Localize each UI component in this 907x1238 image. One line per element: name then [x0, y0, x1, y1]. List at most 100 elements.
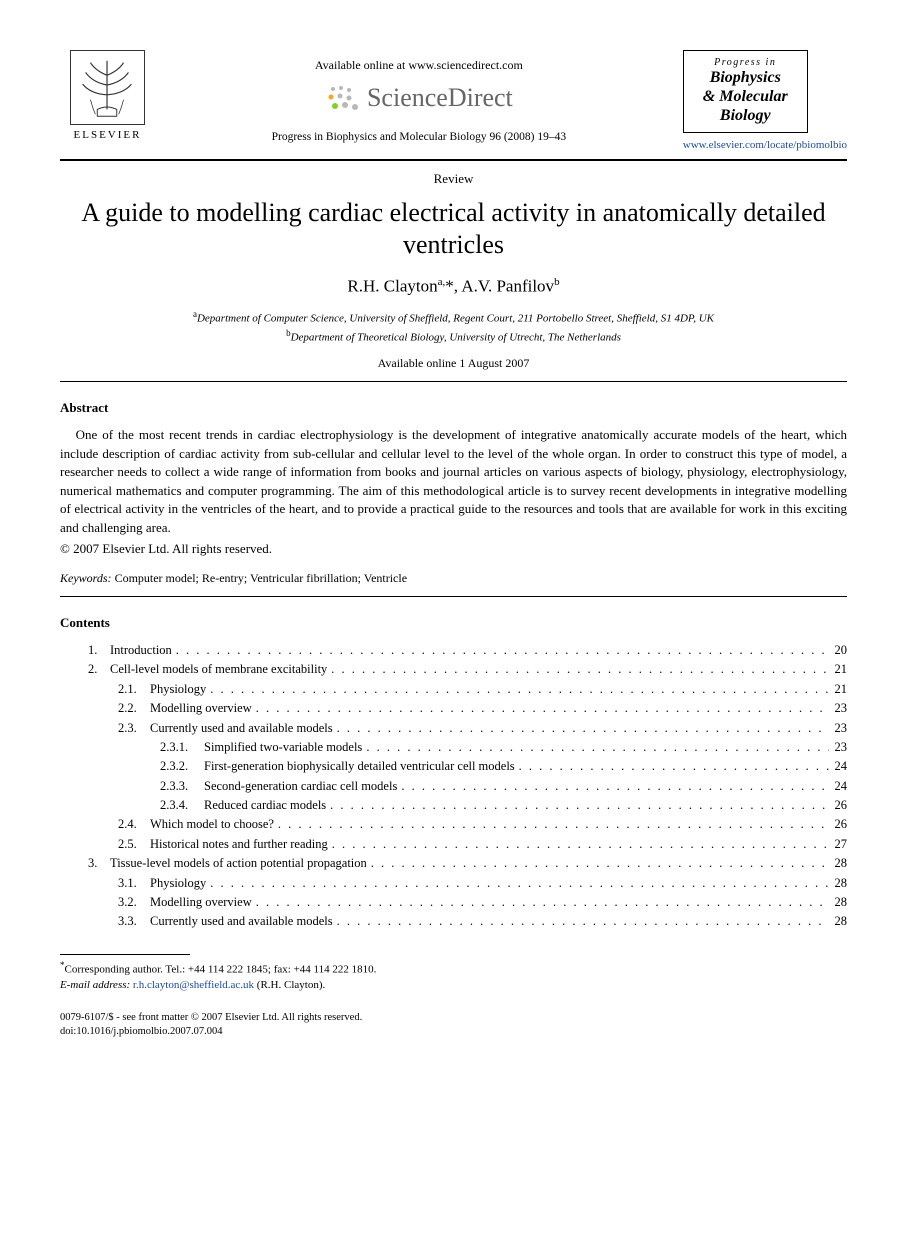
toc-number: 3.1.	[118, 874, 150, 893]
toc-leader-dots	[337, 912, 829, 931]
journal-box-progress: Progress in	[688, 57, 803, 68]
toc-leader-dots	[371, 854, 829, 873]
toc-leader-dots	[332, 835, 829, 854]
toc-number: 2.3.4.	[160, 796, 204, 815]
article-title: A guide to modelling cardiac electrical …	[60, 197, 847, 262]
corr-email-link[interactable]: r.h.clayton@sheffield.ac.uk	[133, 979, 254, 991]
toc-label: Modelling overview	[150, 699, 256, 718]
toc-number: 2.4.	[118, 815, 150, 834]
toc-leader-dots	[256, 699, 829, 718]
corr-fax: +44 114 222 1810.	[294, 963, 377, 975]
toc-number: 3.3.	[118, 912, 150, 931]
toc-page: 23	[829, 699, 848, 718]
journal-box-line2: & Molecular	[688, 87, 803, 106]
toc-page: 28	[829, 912, 848, 931]
abstract-copyright: © 2007 Elsevier Ltd. All rights reserved…	[60, 541, 847, 557]
email-label: E-mail address:	[60, 979, 130, 991]
toc-row: 1.Introduction 20	[60, 641, 847, 660]
keywords-label: Keywords:	[60, 571, 112, 585]
toc-row: 2.3.4.Reduced cardiac models 26	[60, 796, 847, 815]
toc-leader-dots	[330, 796, 828, 815]
article-type: Review	[60, 171, 847, 187]
toc-page: 23	[829, 719, 848, 738]
keywords-text: Computer model; Re-entry; Ventricular fi…	[112, 571, 407, 585]
elsevier-logo-block: ELSEVIER	[60, 50, 155, 141]
corr-fax-label: ; fax:	[268, 963, 294, 975]
toc-label: Currently used and available models	[150, 719, 337, 738]
toc-label: Currently used and available models	[150, 912, 337, 931]
keywords-line: Keywords: Computer model; Re-entry; Vent…	[60, 571, 847, 586]
toc-row: 2.5.Historical notes and further reading…	[60, 835, 847, 854]
toc-number: 3.2.	[118, 893, 150, 912]
toc-number: 2.3.	[118, 719, 150, 738]
toc-row: 3.Tissue-level models of action potentia…	[60, 854, 847, 873]
toc-leader-dots	[278, 815, 829, 834]
toc-page: 24	[829, 757, 848, 776]
toc-label: Reduced cardiac models	[204, 796, 330, 815]
elsevier-tree-icon	[70, 50, 145, 125]
toc-leader-dots	[401, 777, 828, 796]
journal-box-wrapper: Progress in Biophysics & Molecular Biolo…	[683, 50, 847, 151]
rule-after-meta	[60, 381, 847, 382]
toc-page: 28	[829, 854, 848, 873]
toc-label: Tissue-level models of action potential …	[110, 854, 371, 873]
toc-page: 28	[829, 893, 848, 912]
elsevier-name: ELSEVIER	[60, 129, 155, 141]
toc-leader-dots	[256, 893, 829, 912]
toc-page: 21	[829, 660, 848, 679]
doi-line: doi:10.1016/j.pbiomolbio.2007.07.004	[60, 1025, 847, 1039]
corr-email-suffix: (R.H. Clayton).	[254, 979, 325, 991]
journal-url: www.elsevier.com/locate/pbiomolbio	[683, 139, 847, 151]
toc-page: 26	[829, 815, 848, 834]
toc-label: Modelling overview	[150, 893, 256, 912]
toc-row: 2.3.3.Second-generation cardiac cell mod…	[60, 777, 847, 796]
toc-leader-dots	[337, 719, 829, 738]
toc-number: 2.	[88, 660, 110, 679]
sciencedirect-dots-icon	[325, 83, 361, 113]
toc-page: 27	[829, 835, 848, 854]
toc-number: 2.5.	[118, 835, 150, 854]
journal-reference: Progress in Biophysics and Molecular Bio…	[155, 131, 683, 143]
toc-label: Physiology	[150, 874, 210, 893]
toc-page: 28	[829, 874, 848, 893]
rule-after-keywords	[60, 596, 847, 597]
journal-box-line1: Biophysics	[688, 68, 803, 87]
toc-leader-dots	[176, 641, 829, 660]
available-online-text: Available online at www.sciencedirect.co…	[155, 58, 683, 73]
toc-number: 3.	[88, 854, 110, 873]
toc-number: 2.3.1.	[160, 738, 204, 757]
toc-leader-dots	[210, 874, 828, 893]
toc-label: Second-generation cardiac cell models	[204, 777, 401, 796]
toc-row: 3.3.Currently used and available models …	[60, 912, 847, 931]
header-row: ELSEVIER Available online at www.science…	[60, 50, 847, 151]
corr-tel: +44 114 222 1845	[188, 963, 268, 975]
footnote-rule	[60, 954, 190, 955]
toc-number: 2.3.2.	[160, 757, 204, 776]
toc-row: 2.4.Which model to choose? 26	[60, 815, 847, 834]
toc-label: Which model to choose?	[150, 815, 278, 834]
toc-page: 26	[829, 796, 848, 815]
toc-number: 2.1.	[118, 680, 150, 699]
toc-leader-dots	[519, 757, 829, 776]
toc-page: 21	[829, 680, 848, 699]
toc-number: 1.	[88, 641, 110, 660]
toc-row: 2.2.Modelling overview 23	[60, 699, 847, 718]
authors-line: R.H. Claytona,*, A.V. Panfilovb	[60, 276, 847, 297]
available-online-date: Available online 1 August 2007	[60, 356, 847, 371]
toc-row: 2.3.Currently used and available models …	[60, 719, 847, 738]
affiliation-b: Department of Theoretical Biology, Unive…	[291, 332, 621, 344]
toc-leader-dots	[210, 680, 828, 699]
author-2: A.V. Panfilov	[461, 276, 554, 295]
contents-heading: Contents	[60, 615, 847, 631]
issn-line: 0079-6107/$ - see front matter © 2007 El…	[60, 1011, 847, 1025]
toc-row: 2.3.1.Simplified two-variable models 23	[60, 738, 847, 757]
affiliations: aDepartment of Computer Science, Univers…	[60, 308, 847, 346]
toc-row: 2.3.2.First-generation biophysically det…	[60, 757, 847, 776]
sciencedirect-text: ScienceDirect	[367, 83, 513, 113]
toc-label: Physiology	[150, 680, 210, 699]
toc-number: 2.3.3.	[160, 777, 204, 796]
affiliation-a: Department of Computer Science, Universi…	[197, 313, 714, 325]
rule-top	[60, 159, 847, 161]
journal-url-link[interactable]: www.elsevier.com/locate/pbiomolbio	[683, 139, 847, 151]
toc-label: Cell-level models of membrane excitabili…	[110, 660, 331, 679]
